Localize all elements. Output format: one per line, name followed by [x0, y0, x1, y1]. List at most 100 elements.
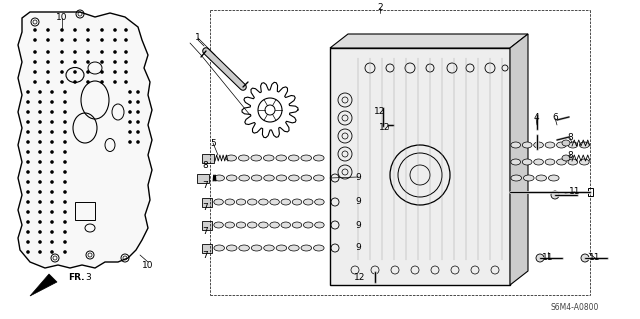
Polygon shape [330, 34, 528, 48]
Circle shape [50, 230, 54, 234]
Ellipse shape [522, 159, 532, 165]
Text: 9: 9 [355, 220, 361, 229]
Ellipse shape [259, 199, 268, 205]
Circle shape [124, 60, 128, 64]
Circle shape [136, 130, 140, 134]
Ellipse shape [511, 142, 520, 148]
Circle shape [26, 140, 30, 144]
Circle shape [63, 110, 67, 114]
Circle shape [100, 80, 104, 84]
Circle shape [63, 190, 67, 194]
Circle shape [73, 70, 77, 74]
Circle shape [60, 38, 64, 42]
Ellipse shape [264, 155, 274, 161]
Text: 10: 10 [142, 261, 154, 270]
Circle shape [26, 180, 30, 184]
Ellipse shape [314, 155, 324, 161]
Circle shape [38, 190, 42, 194]
Circle shape [50, 120, 54, 124]
Ellipse shape [301, 245, 312, 251]
Circle shape [38, 160, 42, 164]
Circle shape [100, 28, 104, 32]
Text: 11: 11 [569, 188, 580, 197]
Ellipse shape [562, 140, 570, 146]
Circle shape [113, 70, 117, 74]
Ellipse shape [557, 142, 566, 148]
Circle shape [38, 170, 42, 174]
Text: 9: 9 [355, 243, 361, 253]
Bar [75, 202, 95, 220]
Text: 3: 3 [85, 273, 91, 283]
Ellipse shape [239, 175, 250, 181]
Circle shape [124, 70, 128, 74]
Circle shape [26, 110, 30, 114]
Text: 4: 4 [533, 114, 539, 122]
Circle shape [50, 250, 54, 254]
Text: 10: 10 [56, 13, 68, 23]
Circle shape [128, 100, 132, 104]
Circle shape [33, 50, 36, 54]
Circle shape [136, 90, 140, 94]
Text: 12: 12 [355, 272, 365, 281]
Ellipse shape [314, 175, 324, 181]
Ellipse shape [227, 245, 237, 251]
Circle shape [26, 160, 30, 164]
Text: 9: 9 [355, 197, 361, 206]
Circle shape [73, 38, 77, 42]
Ellipse shape [259, 222, 268, 228]
Polygon shape [510, 34, 528, 285]
Circle shape [50, 180, 54, 184]
Circle shape [124, 80, 128, 84]
Ellipse shape [227, 175, 237, 181]
Circle shape [26, 120, 30, 124]
Circle shape [26, 250, 30, 254]
Ellipse shape [236, 222, 246, 228]
Circle shape [63, 170, 67, 174]
Circle shape [38, 200, 42, 204]
Circle shape [536, 254, 544, 262]
Circle shape [50, 160, 54, 164]
Ellipse shape [270, 222, 280, 228]
Ellipse shape [548, 175, 559, 181]
Circle shape [46, 70, 50, 74]
Circle shape [33, 60, 36, 64]
Ellipse shape [252, 175, 262, 181]
Ellipse shape [236, 199, 246, 205]
Text: 1: 1 [195, 33, 201, 42]
Circle shape [86, 28, 90, 32]
Bar [330, 48, 510, 285]
Ellipse shape [579, 142, 589, 148]
Circle shape [100, 60, 104, 64]
Ellipse shape [568, 159, 578, 165]
Text: 8: 8 [567, 133, 573, 143]
Circle shape [60, 50, 64, 54]
Circle shape [50, 90, 54, 94]
Circle shape [38, 140, 42, 144]
Circle shape [86, 60, 90, 64]
Circle shape [100, 50, 104, 54]
Text: 9: 9 [355, 173, 361, 182]
Circle shape [38, 220, 42, 224]
Circle shape [38, 230, 42, 234]
Ellipse shape [303, 222, 313, 228]
Text: 8: 8 [567, 151, 573, 160]
Circle shape [26, 130, 30, 134]
Circle shape [63, 100, 67, 104]
Ellipse shape [225, 222, 234, 228]
Circle shape [50, 240, 54, 244]
Ellipse shape [511, 175, 522, 181]
Ellipse shape [545, 142, 555, 148]
Circle shape [73, 50, 77, 54]
Circle shape [38, 130, 42, 134]
Text: S6M4-A0800: S6M4-A0800 [551, 303, 599, 313]
Circle shape [26, 240, 30, 244]
Ellipse shape [214, 245, 225, 251]
Ellipse shape [536, 175, 547, 181]
Circle shape [73, 80, 77, 84]
Circle shape [38, 180, 42, 184]
Circle shape [26, 230, 30, 234]
Text: 11: 11 [589, 254, 601, 263]
Text: 7: 7 [202, 204, 208, 212]
Ellipse shape [289, 245, 299, 251]
Ellipse shape [292, 199, 302, 205]
